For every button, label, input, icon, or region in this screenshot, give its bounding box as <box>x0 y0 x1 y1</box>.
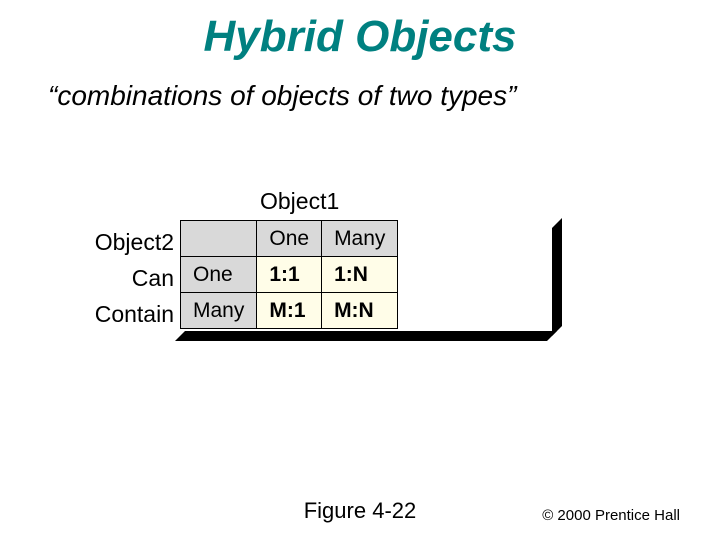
left-axis-label: Object2 Can Contain <box>78 224 174 332</box>
left-axis-line: Contain <box>78 296 174 332</box>
table-row: Many M:1 M:N <box>181 293 398 329</box>
matrix-cell: M:1 <box>257 293 322 329</box>
blank-cell <box>181 221 257 257</box>
col-header: Many <box>322 221 398 257</box>
matrix-cell: 1:1 <box>257 257 322 293</box>
table-row: One Many <box>181 221 398 257</box>
matrix-table: One Many One 1:1 1:N Many M:1 M:N <box>180 220 398 329</box>
row-header: Many <box>181 293 257 329</box>
subtitle: “combinations of objects of two types” <box>48 80 720 112</box>
left-axis-line: Can <box>78 260 174 296</box>
row-header: One <box>181 257 257 293</box>
matrix-table-wrap: One Many One 1:1 1:N Many M:1 M:N <box>180 220 398 329</box>
col-header: One <box>257 221 322 257</box>
matrix-cell: M:N <box>322 293 398 329</box>
table-row: One 1:1 1:N <box>181 257 398 293</box>
copyright: © 2000 Prentice Hall <box>542 507 680 524</box>
table-shadow-bottom <box>175 331 557 341</box>
table-shadow-right <box>552 218 562 336</box>
page-title: Hybrid Objects <box>0 12 720 62</box>
left-axis-line: Object2 <box>78 224 174 260</box>
matrix-cell: 1:N <box>322 257 398 293</box>
